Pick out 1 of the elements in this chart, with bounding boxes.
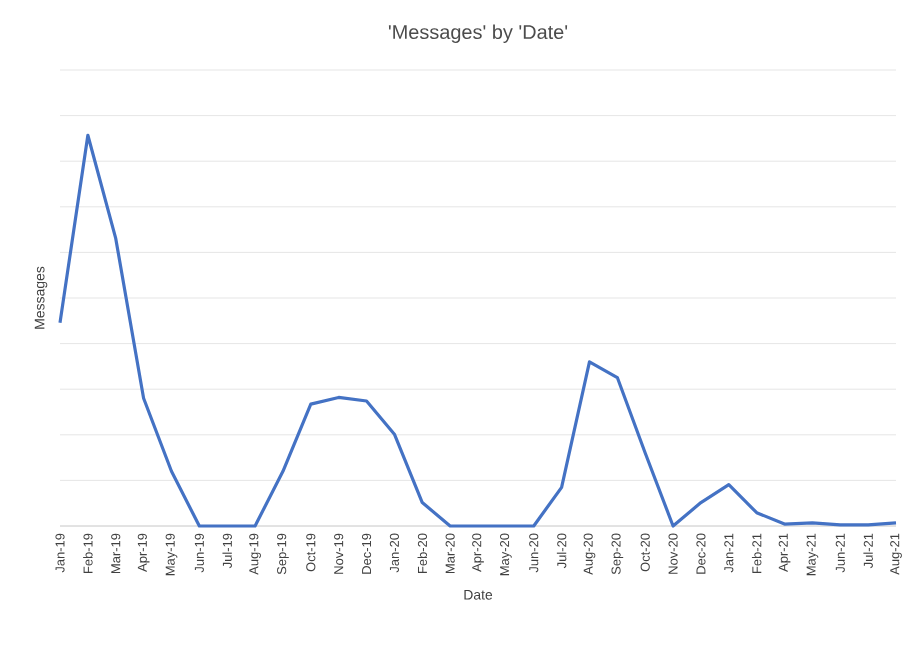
chart-title: 'Messages' by 'Date' <box>388 24 568 43</box>
